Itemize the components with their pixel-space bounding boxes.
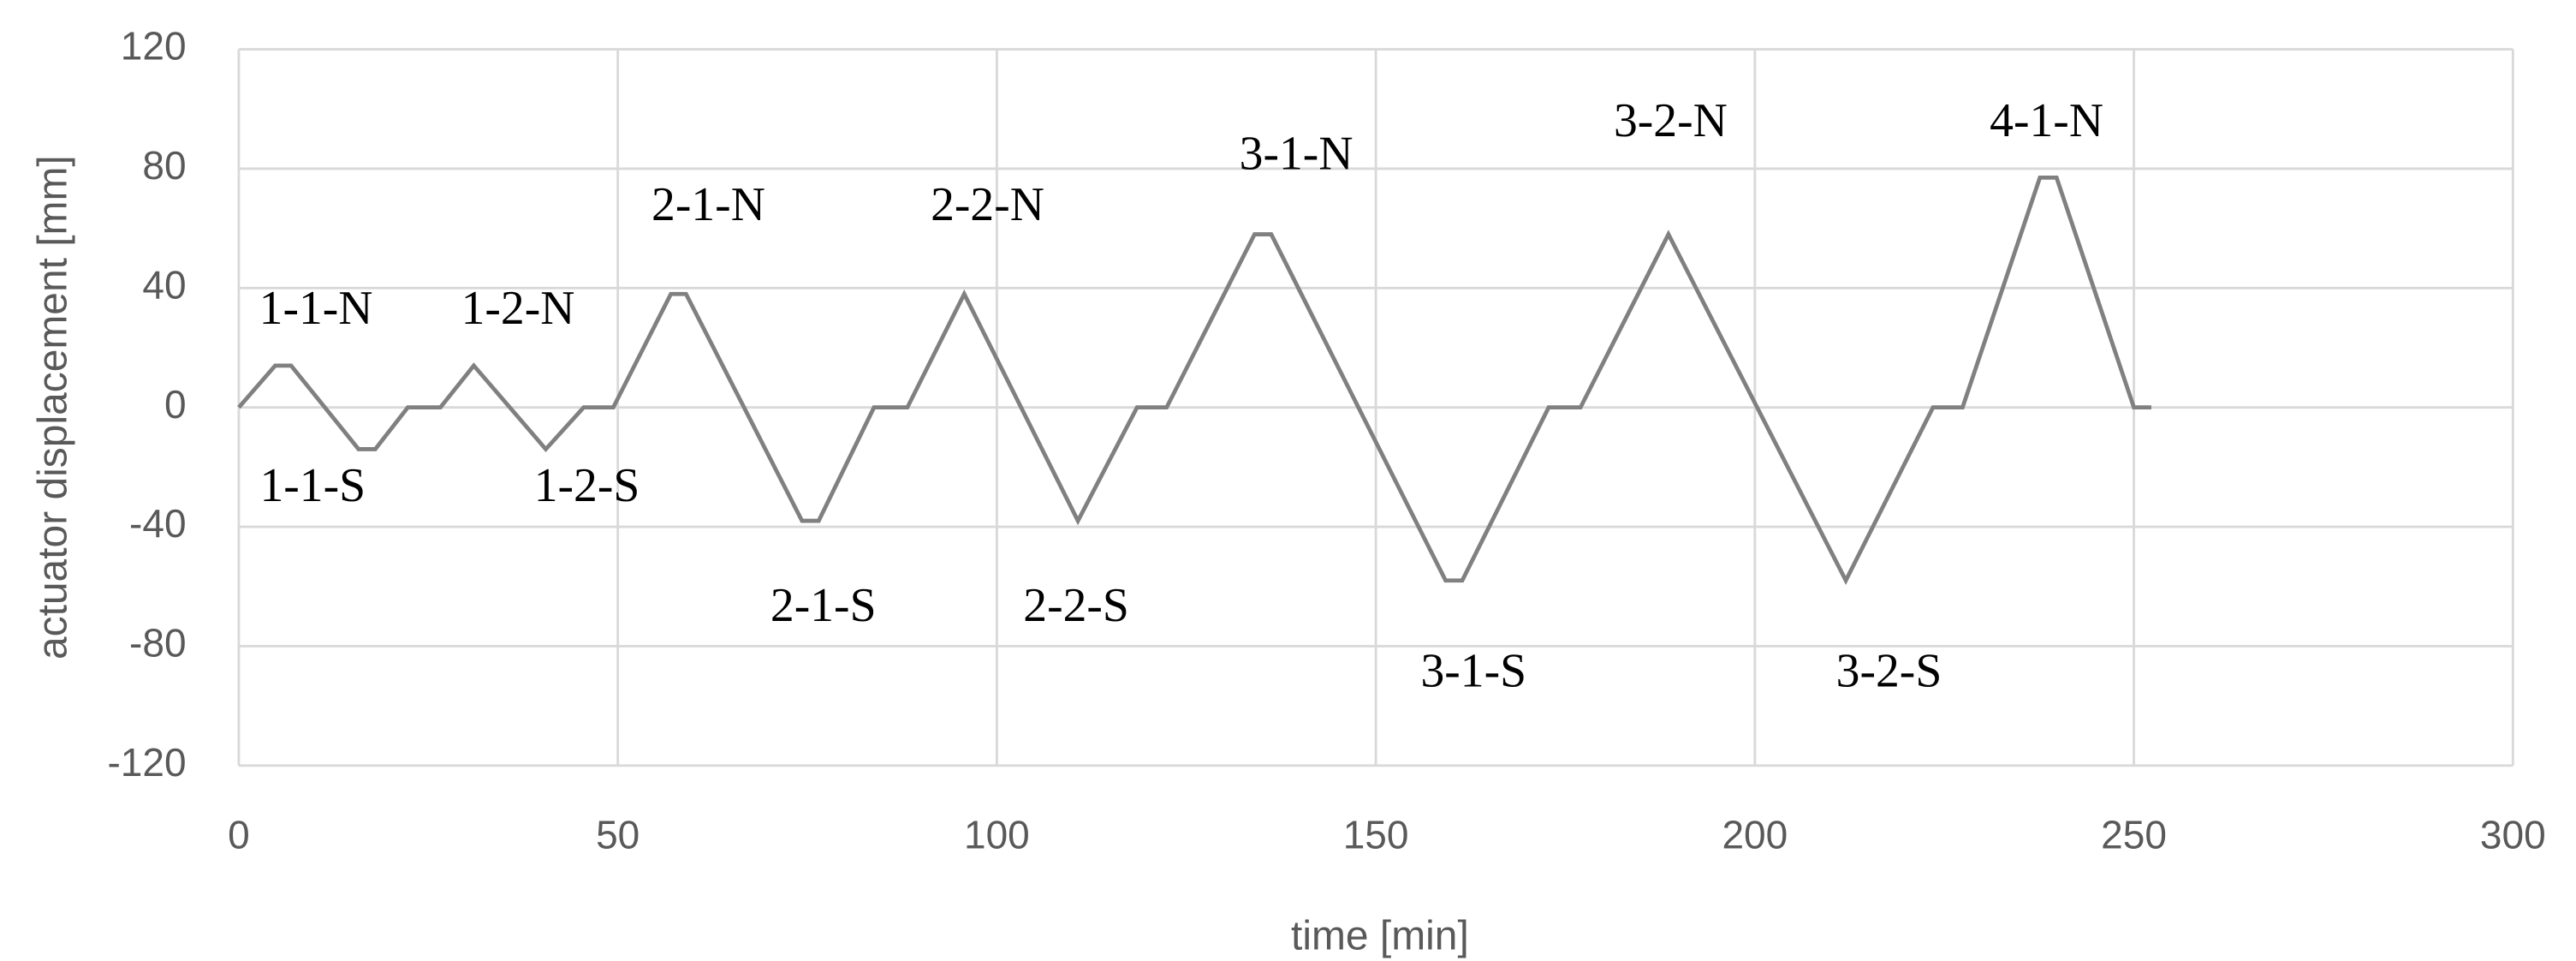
annotation: 2-2-N	[931, 178, 1044, 231]
annotation: 2-1-S	[770, 579, 877, 632]
x-tick-label: 250	[2101, 812, 2167, 857]
y-tick-label: 0	[164, 382, 187, 427]
annotation: 3-2-S	[1836, 645, 1942, 698]
annotation: 4-1-N	[1990, 94, 2103, 147]
y-tick-label: -40	[129, 501, 187, 546]
x-tick-label: 300	[2480, 812, 2546, 857]
annotation: 3-1-N	[1240, 128, 1353, 181]
y-tick-label: -120	[107, 740, 186, 785]
x-tick-label: 50	[596, 812, 640, 857]
y-tick-label: 40	[142, 262, 186, 307]
line-series	[237, 175, 2151, 586]
x-tick-label: 150	[1343, 812, 1409, 857]
annotation: 3-1-S	[1420, 645, 1526, 698]
y-tick-label: 120	[121, 24, 187, 69]
annotation: 2-2-S	[1023, 579, 1129, 632]
annotation: 3-2-N	[1614, 94, 1728, 147]
x-tick-label: 0	[228, 812, 250, 857]
annotation: 1-1-N	[259, 282, 373, 335]
y-tick-label: 80	[142, 143, 186, 188]
y-tick-label: -80	[129, 621, 187, 666]
x-axis-label: time [min]	[1291, 914, 1469, 959]
annotation: 1-2-N	[461, 282, 575, 335]
x-tick-label: 100	[964, 812, 1030, 857]
annotation: 1-1-S	[259, 459, 366, 512]
x-tick-label: 200	[1722, 812, 1788, 857]
annotation: 1-2-S	[534, 459, 640, 512]
annotation: 2-1-N	[651, 178, 765, 231]
y-axis-label: actuator displacement [mm]	[31, 155, 76, 660]
